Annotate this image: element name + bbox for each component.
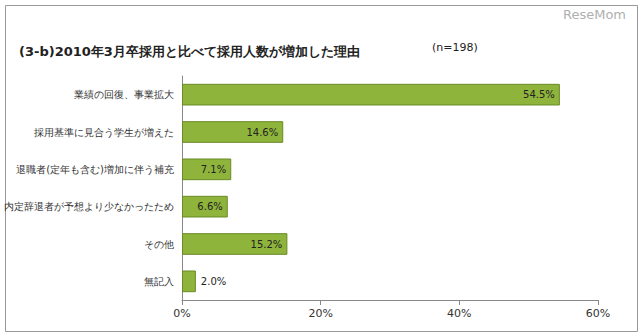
svg-text:0%: 0% bbox=[173, 307, 190, 320]
svg-text:(3-b)2010年3月卒採用と比べて採用人数が増加した理由: (3-b)2010年3月卒採用と比べて採用人数が増加した理由 bbox=[19, 44, 360, 59]
svg-text:6.6%: 6.6% bbox=[197, 201, 222, 212]
svg-text:15.2%: 15.2% bbox=[251, 239, 283, 250]
svg-text:20%: 20% bbox=[308, 307, 332, 320]
svg-text:40%: 40% bbox=[447, 307, 471, 320]
svg-text:業績の回復、事業拡大: 業績の回復、事業拡大 bbox=[74, 89, 174, 100]
svg-text:2.0%: 2.0% bbox=[201, 276, 226, 287]
svg-text:無記入: 無記入 bbox=[144, 276, 174, 287]
svg-text:(n=198): (n=198) bbox=[432, 41, 478, 54]
svg-text:その他: その他 bbox=[144, 239, 174, 250]
svg-text:ReseMom: ReseMom bbox=[563, 7, 626, 22]
svg-text:内定辞退者が予想より少なかったため: 内定辞退者が予想より少なかったため bbox=[4, 201, 174, 212]
svg-text:54.5%: 54.5% bbox=[523, 89, 555, 100]
svg-text:14.6%: 14.6% bbox=[246, 127, 278, 138]
svg-text:退職者(定年も含む)増加に伴う補充: 退職者(定年も含む)増加に伴う補充 bbox=[16, 164, 174, 175]
svg-text:7.1%: 7.1% bbox=[201, 164, 226, 175]
svg-text:60%: 60% bbox=[586, 307, 610, 320]
svg-text:採用基準に見合う学生が増えた: 採用基準に見合う学生が増えた bbox=[34, 127, 174, 138]
